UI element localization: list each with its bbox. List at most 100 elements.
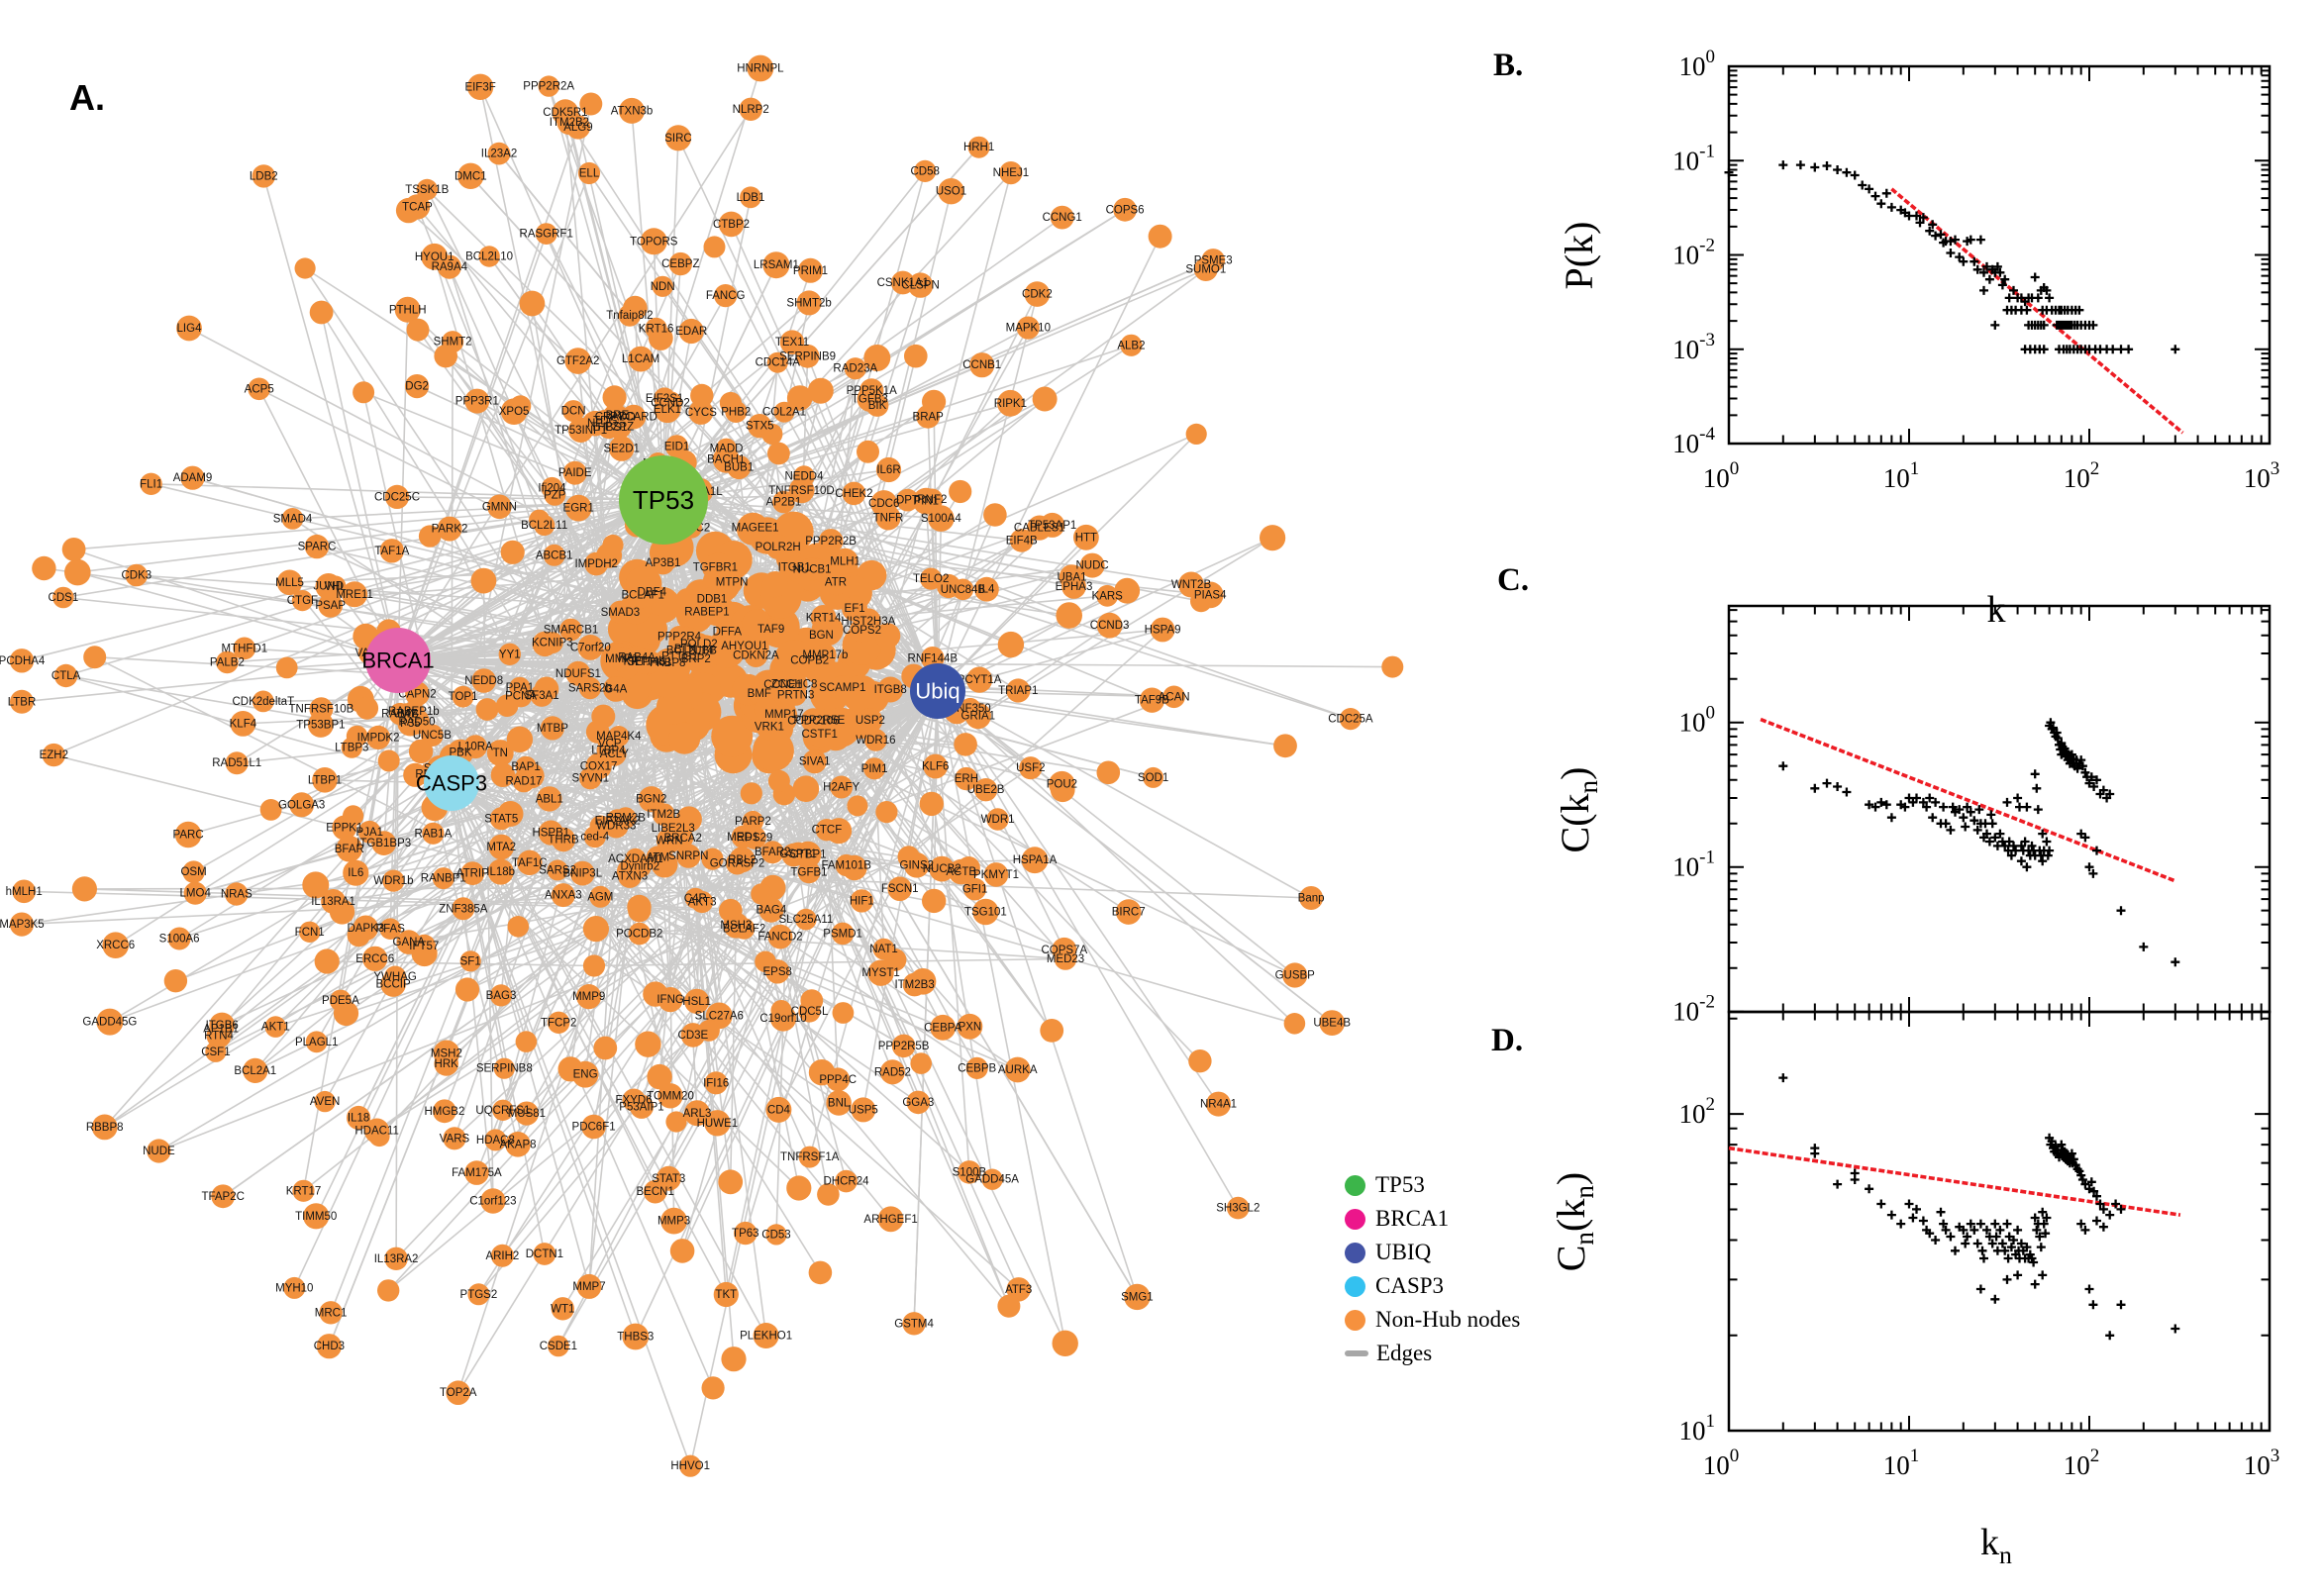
network-node (304, 534, 330, 559)
node-label: SHMT2 (434, 337, 472, 349)
network-node (711, 715, 754, 757)
node-label: MMP17 (764, 709, 804, 721)
network-node (967, 136, 990, 158)
network-node (699, 586, 725, 612)
node-label: PKMYT1 (973, 869, 1019, 881)
node-label: TELO2 (913, 573, 949, 585)
network-node (906, 1090, 931, 1115)
node-label: MMP7 (572, 1281, 605, 1293)
node-label: BFAR2 (755, 847, 790, 858)
tick-label: 10-1 (1672, 141, 1715, 175)
network-node (281, 508, 304, 530)
network-node (478, 246, 500, 267)
network-edge (94, 655, 641, 935)
node-label: RNF2 (917, 494, 947, 506)
network-edge (937, 690, 1220, 1105)
node-label: KLF6 (922, 761, 950, 773)
network-node (759, 618, 782, 641)
node-label: RAD51L1 (212, 757, 261, 769)
node-label: AURKA (998, 1064, 1038, 1076)
legend-item-casp3: CASP3 (1345, 1269, 1520, 1303)
node-label: ITM2B (647, 809, 680, 821)
node-label: RAD50 (398, 716, 435, 728)
node-label: SMG1 (1121, 1291, 1154, 1303)
network-node (9, 912, 35, 937)
node-label: MMP3 (657, 1216, 690, 1228)
network-node (1016, 316, 1040, 340)
network-node (593, 1036, 618, 1060)
node-label: ACXDAM1 (608, 853, 663, 865)
node-label: SOD1 (1138, 772, 1168, 784)
network-node (394, 296, 421, 323)
network-node (964, 702, 991, 730)
node-label: MRE11 (336, 589, 373, 601)
network-node (464, 388, 490, 414)
network-node (1227, 1196, 1250, 1220)
node-label: BUB1 (724, 461, 754, 473)
node-label: S100A4 (921, 513, 962, 525)
node-label: CDS1 (49, 592, 79, 604)
node-label: SIVA1 (799, 756, 831, 768)
network-node (422, 822, 445, 845)
hub-node-brca1 (365, 628, 431, 693)
network-node (844, 357, 866, 380)
network-edge (662, 499, 1022, 542)
node-label: MLL5 (275, 577, 304, 589)
node-label: CYCS (685, 407, 717, 419)
network-node (577, 635, 604, 660)
network-node (765, 1096, 792, 1123)
node-label: HNRNPL (737, 63, 784, 75)
network-edge (506, 705, 1010, 1307)
node-label: SHMT2b (786, 297, 831, 309)
network-node (318, 593, 344, 618)
edge-line-icon (1345, 1350, 1368, 1356)
node-label: CD4 (767, 1104, 791, 1116)
node-label: POCDB2 (616, 929, 662, 941)
node-label: TAF1C (512, 857, 548, 869)
network-node (174, 821, 202, 848)
network-node (551, 883, 575, 908)
network-node (443, 1127, 466, 1150)
network-node (875, 456, 902, 483)
network-node (382, 869, 405, 892)
legend-label: UBIQ (1375, 1240, 1432, 1264)
node-label: CLSPN (901, 280, 939, 292)
node-label: BIRC7 (1112, 907, 1146, 919)
network-node (416, 178, 438, 201)
node-label: DAPK3 (347, 923, 384, 935)
node-label: ALG9 (563, 122, 592, 134)
network-node (739, 97, 762, 122)
node-label: SF1 (460, 955, 481, 967)
node-label: C7orf20 (570, 642, 611, 653)
node-label: PDC6F1 (572, 1122, 616, 1134)
legend-item-edges: Edges (1345, 1337, 1520, 1370)
node-label: HIST2H3A (841, 616, 895, 628)
network-node (807, 708, 832, 733)
network-node (966, 666, 993, 693)
network-node (505, 1132, 531, 1157)
node-label: RTN4 (204, 1031, 234, 1043)
network-node (1162, 685, 1185, 709)
node-label: BMF (748, 688, 771, 700)
node-label: MUS81 (508, 1108, 546, 1120)
network-node (701, 1376, 725, 1400)
node-label: NHEJ1 (993, 167, 1029, 179)
network-node (635, 1031, 661, 1057)
network-node (538, 820, 563, 846)
node-label: BCCIP (376, 979, 411, 991)
network-edge (662, 138, 679, 501)
network-node (579, 766, 602, 790)
network-node (718, 211, 745, 238)
node-label: TAF9 (758, 624, 784, 636)
network-node (793, 465, 815, 487)
node-label: LTBP4 (591, 745, 626, 756)
network-node (547, 859, 568, 881)
network-node (515, 1031, 538, 1052)
network-node (377, 749, 400, 772)
network-node (486, 740, 514, 766)
network-node (1282, 962, 1308, 988)
network-node (532, 631, 557, 657)
node-label: CABLES1 (1014, 523, 1065, 535)
network-node (832, 1002, 855, 1024)
network-node (42, 743, 65, 767)
